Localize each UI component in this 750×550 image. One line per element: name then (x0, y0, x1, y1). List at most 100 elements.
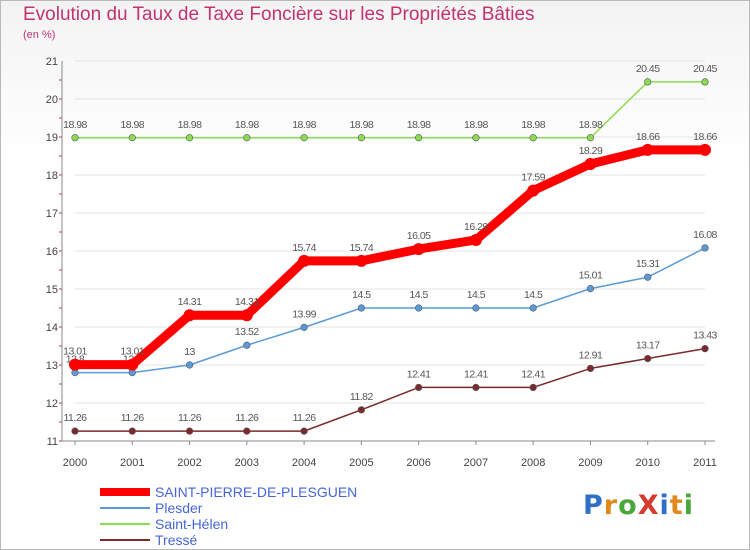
data-point (128, 134, 136, 142)
data-point (357, 406, 365, 414)
x-tick-label: 2010 (635, 457, 659, 469)
legend: SAINT-PIERRE-DE-PLESGUEN Plesder Saint-Hél… (100, 484, 357, 548)
logo-letter: i (659, 490, 670, 521)
data-point (644, 354, 652, 363)
data-point (701, 244, 709, 252)
data-label: 13.01 (120, 346, 144, 358)
data-point (183, 309, 196, 322)
data-point (185, 427, 194, 435)
chart-unit-label: (en %) (23, 29, 56, 41)
data-label: 20.45 (693, 63, 717, 75)
data-point (243, 427, 251, 435)
logo-letter: P (583, 490, 604, 521)
data-label: 12.91 (579, 349, 603, 361)
x-tick-label: 2006 (406, 457, 430, 469)
data-label: 18.98 (63, 119, 87, 131)
series-line-3 (74, 347, 706, 432)
y-tick-label: 18 (46, 170, 58, 182)
logo-letter: X (637, 490, 660, 521)
y-tick-label: 15 (46, 284, 58, 296)
x-tick-label: 2007 (464, 457, 488, 469)
data-point (699, 143, 711, 156)
data-label: 12.41 (464, 368, 488, 380)
data-label: 14.5 (352, 289, 371, 301)
x-tick-label: 2001 (120, 457, 144, 469)
data-point (472, 304, 480, 312)
y-tick-label: 14 (46, 322, 58, 334)
data-label: 16.29 (464, 221, 488, 233)
data-label: 13.43 (693, 330, 717, 342)
data-label: 12.41 (521, 368, 545, 380)
data-label: 14.5 (467, 289, 486, 301)
y-tick-label: 17 (46, 208, 58, 220)
data-point (415, 383, 423, 392)
y-tick-label: 12 (46, 398, 58, 410)
series-line-2 (74, 81, 706, 139)
x-tick-label: 2004 (292, 457, 316, 469)
data-point (243, 341, 251, 349)
data-label: 13.17 (636, 340, 660, 352)
data-label: 18.98 (579, 119, 603, 131)
y-tick-label: 21 (46, 56, 58, 68)
logo-letter: o (618, 490, 638, 521)
legend-item: Saint-Hélen (100, 516, 357, 532)
data-label: 13.52 (235, 326, 259, 338)
x-tick-label: 2002 (177, 457, 201, 469)
data-point (527, 184, 540, 197)
data-label: 11.26 (178, 412, 202, 424)
legend-item: Tressé (100, 532, 357, 548)
data-point (185, 361, 194, 369)
x-tick-label: 2009 (578, 457, 602, 469)
data-point (529, 134, 537, 142)
data-point (529, 304, 537, 312)
data-point (412, 243, 425, 256)
data-label: 11.82 (350, 391, 374, 403)
x-tick-label: 2005 (349, 457, 373, 469)
data-label: 18.98 (349, 119, 373, 131)
data-point (300, 427, 308, 435)
legend-label: Saint-Hélen (155, 516, 229, 532)
data-point (586, 134, 595, 142)
data-label: 18.98 (407, 119, 431, 131)
data-point (472, 134, 480, 142)
chart-title: Evolution du Taux de Taxe Foncière sur l… (23, 4, 535, 25)
data-label: 11.26 (64, 412, 88, 424)
data-label: 18.98 (521, 119, 545, 131)
data-label: 15.01 (579, 270, 603, 282)
logo-letter: r (603, 490, 619, 521)
data-label: 15.31 (636, 258, 660, 270)
data-point (584, 157, 597, 170)
data-point (240, 309, 253, 322)
data-label: 17.59 (521, 172, 545, 184)
data-label: 18.98 (178, 119, 202, 131)
legend-label: SAINT-PIERRE-DE-PLESGUEN (155, 484, 358, 500)
data-point (300, 134, 308, 142)
data-label: 18.98 (235, 119, 259, 131)
x-tick-label: 2008 (521, 457, 545, 469)
data-label: 11.26 (235, 412, 259, 424)
data-label: 11.26 (293, 412, 317, 424)
legend-swatch (100, 539, 150, 541)
x-tick-label: 2011 (693, 457, 717, 469)
legend-label: Plesder (155, 500, 203, 516)
data-point (641, 143, 654, 156)
data-label: 12.41 (407, 368, 431, 380)
data-point (415, 304, 423, 312)
data-point (357, 304, 365, 312)
data-label: 20.45 (636, 63, 660, 75)
data-point (298, 254, 311, 267)
data-point (586, 285, 595, 293)
y-tick-label: 13 (46, 360, 58, 372)
legend-swatch (100, 507, 150, 509)
data-label: 18.98 (464, 119, 488, 131)
data-point (644, 273, 652, 281)
data-point (644, 78, 652, 86)
series-line-0 (70, 145, 710, 370)
data-point (185, 134, 194, 142)
data-point (128, 427, 136, 435)
proxiti-logo: ProXiti (583, 490, 694, 521)
data-label: 16.05 (407, 230, 431, 242)
data-point (701, 345, 709, 353)
data-point (126, 358, 139, 371)
y-tick-label: 16 (46, 246, 58, 258)
